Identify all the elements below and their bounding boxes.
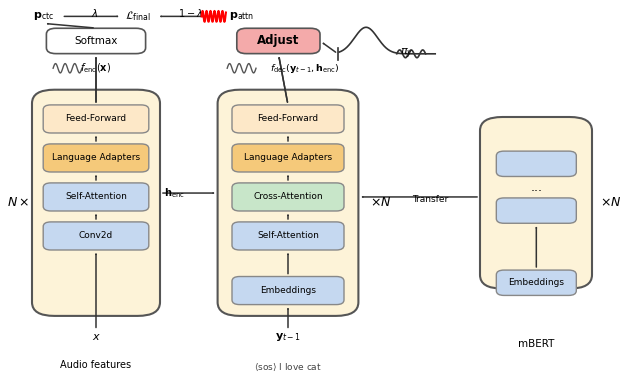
FancyBboxPatch shape	[43, 183, 148, 211]
FancyBboxPatch shape	[497, 198, 576, 223]
FancyBboxPatch shape	[232, 105, 344, 133]
Text: $\mathbf{y}_{t-1}$: $\mathbf{y}_{t-1}$	[275, 332, 301, 343]
FancyBboxPatch shape	[232, 277, 344, 305]
Text: $1-\lambda$: $1-\lambda$	[179, 7, 203, 19]
Text: $\times N$: $\times N$	[600, 196, 622, 209]
Text: $\langle$sos$\rangle$ I love cat: $\langle$sos$\rangle$ I love cat	[254, 362, 322, 373]
Text: $N\times$: $N\times$	[6, 196, 29, 209]
FancyBboxPatch shape	[237, 28, 320, 53]
Text: $\mathbf{p}_{\rm ctc}$: $\mathbf{p}_{\rm ctc}$	[33, 11, 54, 22]
Text: Language Adapters: Language Adapters	[52, 153, 140, 163]
Text: Self-Attention: Self-Attention	[65, 192, 127, 202]
Text: $\pi_y$: $\pi_y$	[400, 47, 413, 61]
FancyBboxPatch shape	[43, 222, 148, 250]
FancyBboxPatch shape	[232, 144, 344, 172]
Text: $\mathbf{p}_{\rm attn}$: $\mathbf{p}_{\rm attn}$	[229, 11, 255, 22]
FancyBboxPatch shape	[32, 90, 160, 316]
Text: mBERT: mBERT	[518, 339, 554, 349]
Text: $\mathcal{L}_{\rm final}$: $\mathcal{L}_{\rm final}$	[125, 9, 150, 23]
Text: Feed-Forward: Feed-Forward	[65, 114, 127, 124]
FancyBboxPatch shape	[480, 117, 592, 289]
FancyBboxPatch shape	[497, 270, 576, 296]
Text: Audio features: Audio features	[60, 360, 132, 370]
Text: Cross-Attention: Cross-Attention	[253, 192, 323, 202]
Text: $\lambda$: $\lambda$	[91, 7, 99, 19]
Text: Self-Attention: Self-Attention	[257, 231, 319, 241]
Text: Embeddings: Embeddings	[508, 278, 564, 287]
FancyBboxPatch shape	[218, 90, 358, 316]
Text: Conv2d: Conv2d	[79, 231, 113, 241]
Text: ...: ...	[531, 181, 542, 194]
FancyBboxPatch shape	[46, 28, 146, 53]
Text: $x$: $x$	[92, 332, 100, 342]
Text: Softmax: Softmax	[74, 36, 118, 46]
FancyBboxPatch shape	[497, 151, 576, 176]
Text: $f_{\rm enc}(\mathbf{x})$: $f_{\rm enc}(\mathbf{x})$	[81, 62, 111, 75]
FancyBboxPatch shape	[232, 222, 344, 250]
Text: Feed-Forward: Feed-Forward	[257, 114, 319, 124]
Text: $\times N$: $\times N$	[370, 196, 392, 209]
FancyBboxPatch shape	[43, 144, 148, 172]
FancyBboxPatch shape	[232, 183, 344, 211]
Text: Embeddings: Embeddings	[260, 286, 316, 295]
Text: Transfer: Transfer	[412, 195, 448, 204]
FancyBboxPatch shape	[43, 105, 148, 133]
Text: $\mathbf{h}_{\rm enc}$: $\mathbf{h}_{\rm enc}$	[164, 186, 184, 200]
Text: Language Adapters: Language Adapters	[244, 153, 332, 163]
Text: $f_{\rm dec}(\mathbf{y}_{t-1}, \mathbf{h}_{\rm enc})$: $f_{\rm dec}(\mathbf{y}_{t-1}, \mathbf{h…	[270, 62, 339, 75]
Text: Adjust: Adjust	[257, 34, 300, 48]
